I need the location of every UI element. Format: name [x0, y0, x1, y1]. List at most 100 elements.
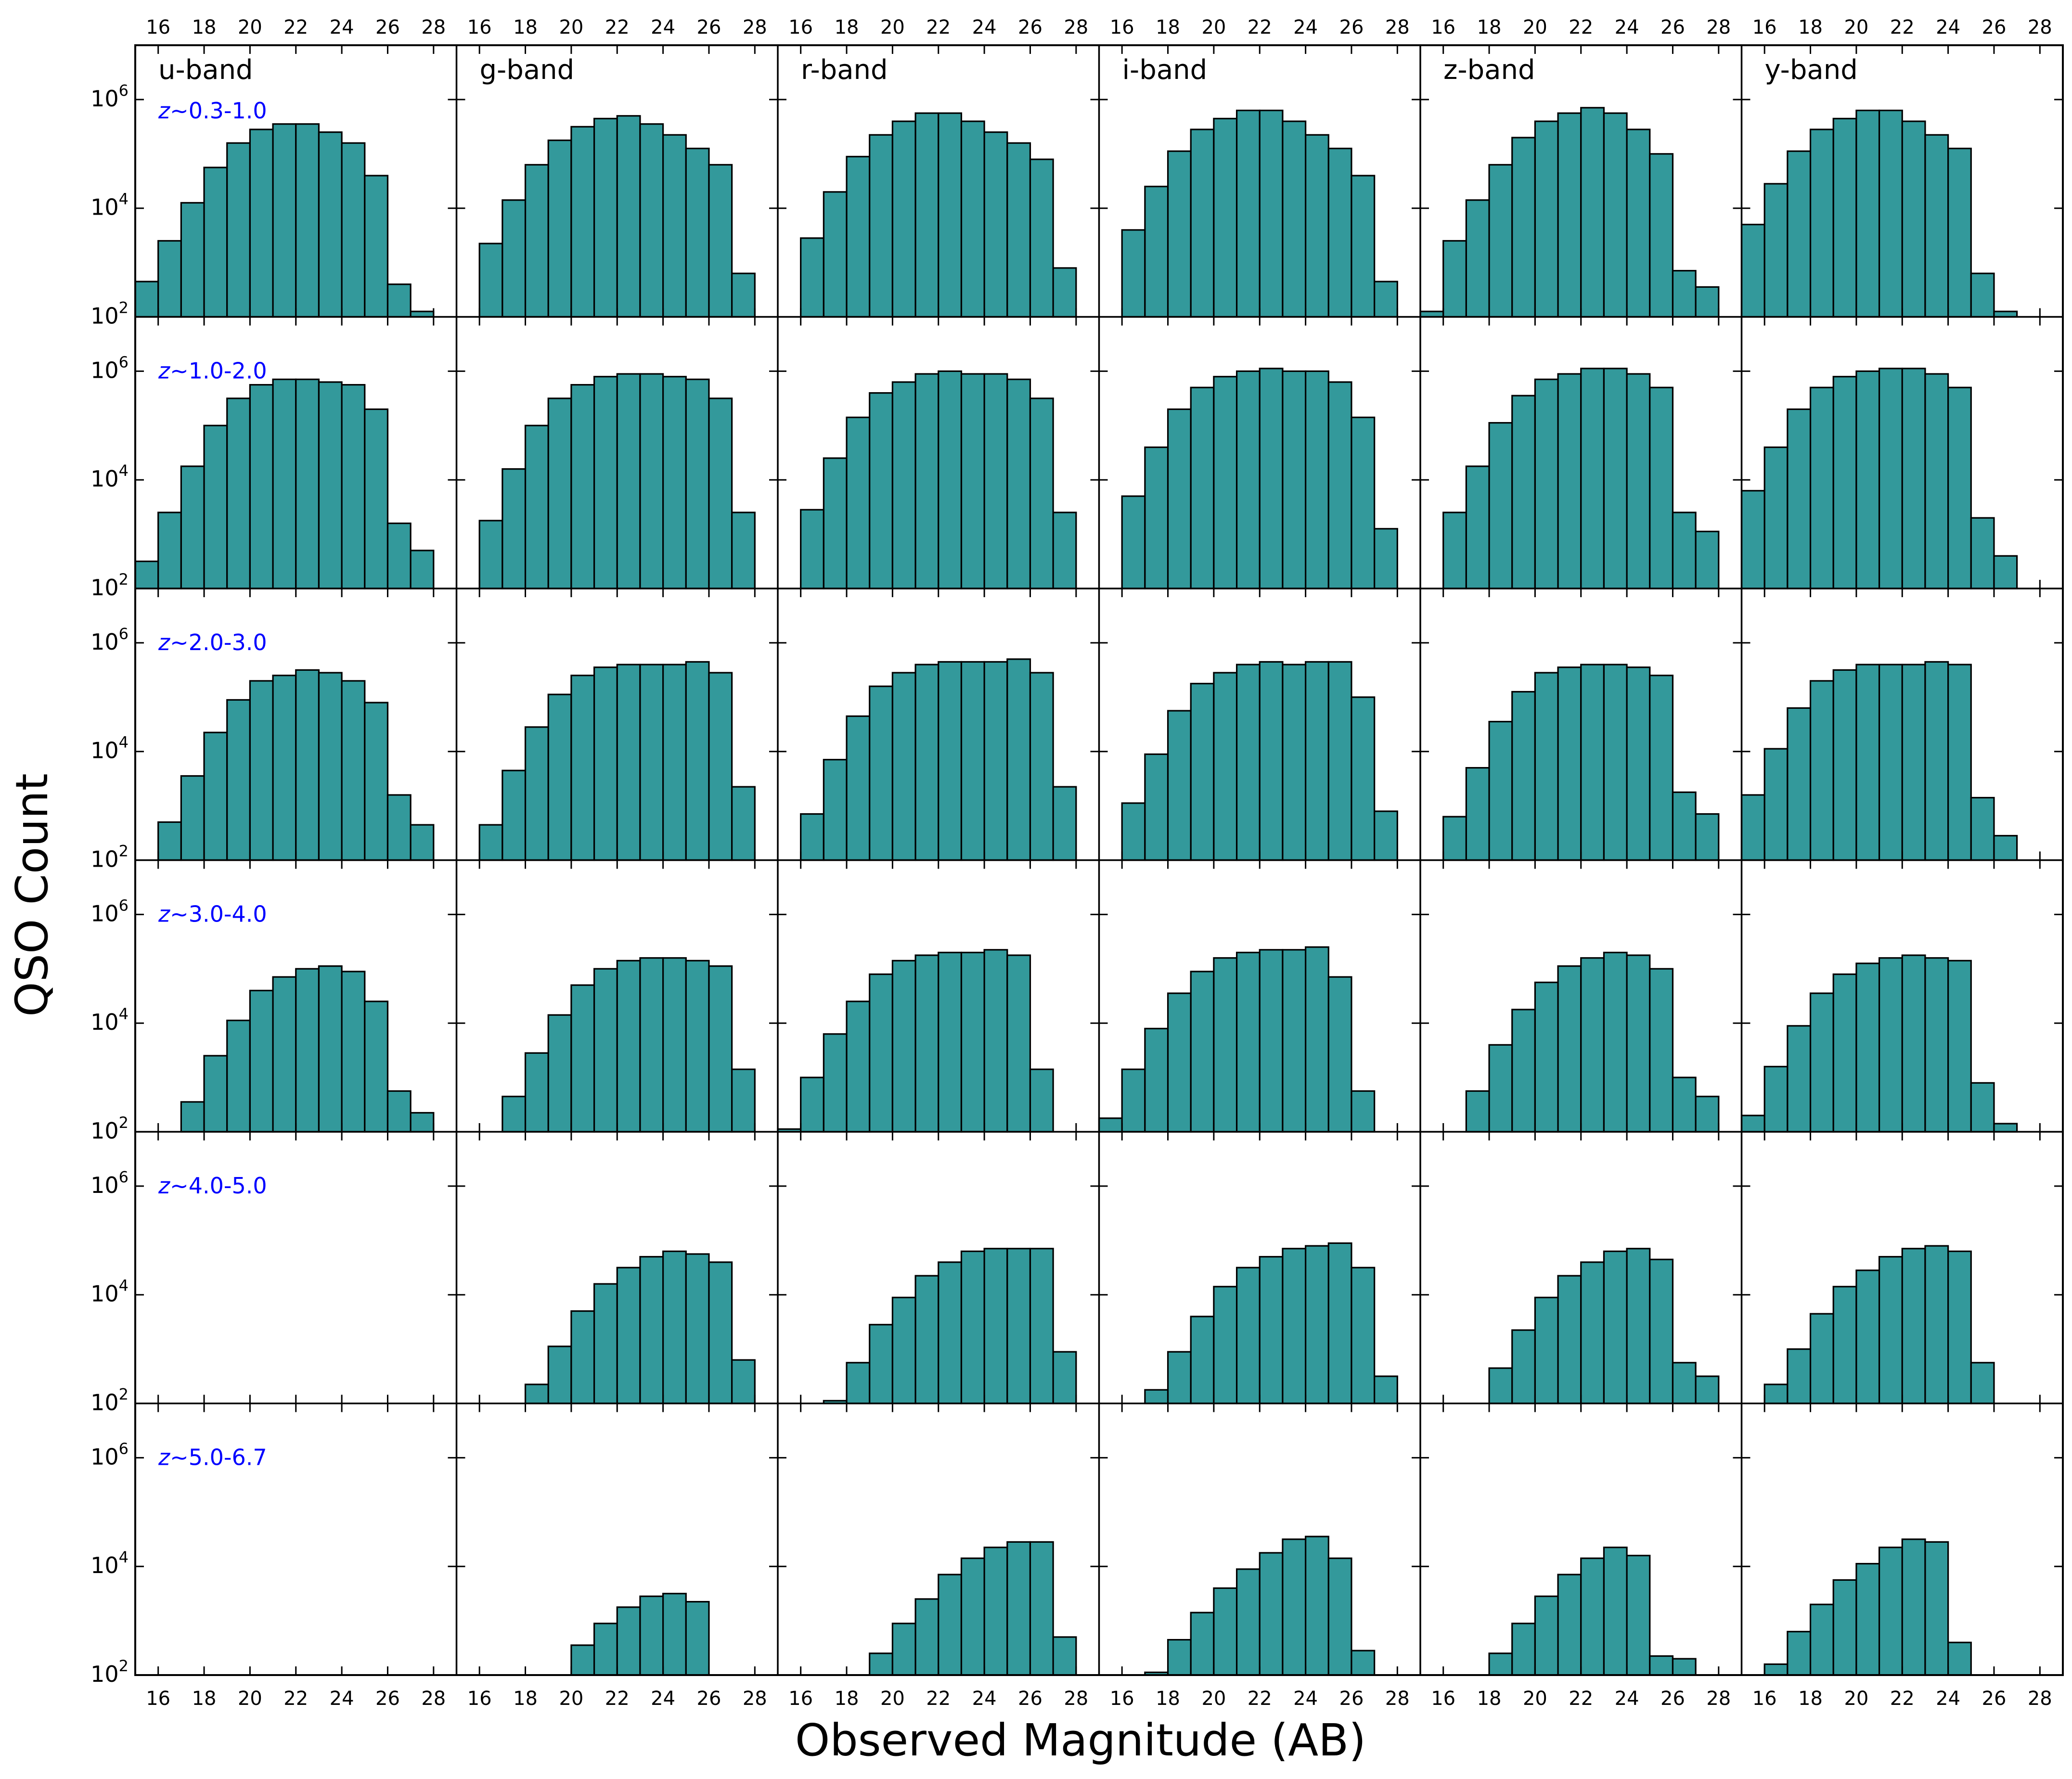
histogram-bar: [938, 661, 963, 861]
histogram-bar: [1190, 682, 1215, 861]
histogram-bar: [869, 134, 893, 318]
histogram-bar: [960, 1557, 985, 1676]
histogram-bar: [846, 715, 871, 861]
histogram-bar: [616, 1606, 641, 1676]
histogram-bar: [249, 989, 274, 1133]
histogram-bar: [1878, 1547, 1903, 1676]
histogram-bar: [272, 675, 297, 861]
x-tick-label-top: 26: [1660, 16, 1685, 38]
histogram-bar: [1052, 267, 1077, 318]
histogram-bar: [157, 240, 182, 318]
histogram-bar: [708, 1261, 733, 1405]
histogram-bar: [823, 457, 848, 589]
histogram-bar: [800, 237, 824, 318]
x-tick-label-bottom: 28: [1385, 1688, 1410, 1710]
histogram-bar: [1327, 1242, 1352, 1405]
histogram-bar: [1580, 107, 1605, 318]
redshift-symbol: z: [158, 358, 170, 384]
histogram-bar: [524, 726, 549, 861]
panel-i-band-row-3: [1121, 661, 1398, 861]
histogram-bar: [960, 373, 985, 589]
histogram-bar: [938, 1574, 963, 1676]
histogram-bar: [502, 1096, 527, 1133]
histogram-bar: [914, 112, 939, 318]
histogram-bar: [524, 164, 549, 318]
histogram-bar: [1282, 1538, 1307, 1676]
y-tick-exponent: 2: [119, 299, 129, 317]
y-tick-exponent: 2: [119, 1113, 129, 1132]
redshift-symbol: z: [158, 98, 170, 124]
histogram-bar: [547, 397, 572, 589]
histogram-bar: [1787, 1348, 1812, 1405]
y-tick-exponent: 6: [119, 1439, 129, 1458]
x-tick-label-bottom: 26: [1982, 1688, 2007, 1710]
histogram-bar: [1305, 946, 1329, 1133]
x-tick-label-top: 18: [1477, 16, 1502, 38]
band-label: i-band: [1122, 54, 1208, 86]
histogram-bar: [914, 954, 939, 1133]
x-tick-label-bottom: 26: [1339, 1688, 1364, 1710]
histogram-bar: [341, 971, 366, 1133]
x-tick-label-top: 28: [421, 16, 446, 38]
histogram-bar: [1213, 957, 1238, 1133]
histogram-bar: [1488, 721, 1513, 861]
y-tick-base: 10: [90, 1661, 119, 1687]
histogram-bar: [1305, 1536, 1329, 1676]
x-tick-label-bottom: 28: [421, 1688, 446, 1710]
histogram-bar: [685, 147, 710, 318]
histogram-bar: [1557, 1275, 1582, 1405]
histogram-bar: [478, 243, 503, 318]
y-tick-base: 10: [90, 1390, 119, 1416]
histogram-bar: [1534, 378, 1559, 589]
x-tick-label-top: 28: [1706, 16, 1731, 38]
histogram-bar: [1259, 1256, 1284, 1405]
histogram-bar: [1993, 555, 2018, 589]
histogram-bar: [1901, 1538, 1926, 1676]
x-tick-label-bottom: 18: [1156, 1688, 1180, 1710]
histogram-bar: [593, 666, 618, 861]
histogram-bar: [1740, 490, 1765, 589]
panel-r-band-row-5: [823, 1248, 1077, 1405]
x-tick-label-top: 24: [651, 16, 675, 38]
histogram-bar: [318, 381, 343, 589]
x-tick-label-bottom: 16: [467, 1688, 492, 1710]
histogram-bar: [1947, 960, 1972, 1133]
histogram-bar: [1374, 528, 1398, 589]
x-tick-label-top: 22: [1248, 16, 1272, 38]
histogram-bar: [1695, 286, 1720, 318]
x-tick-label-bottom: 18: [1477, 1688, 1502, 1710]
histogram-bar: [800, 1076, 824, 1133]
histogram-bar: [938, 370, 963, 589]
band-label: r-band: [801, 54, 888, 86]
histogram-bar: [1465, 1090, 1490, 1133]
y-tick-exponent: 6: [119, 1168, 129, 1186]
histogram-bar: [1809, 1313, 1834, 1405]
histogram-bar: [1855, 370, 1880, 589]
histogram-bar: [180, 465, 205, 589]
histogram-bar: [1282, 664, 1307, 861]
histogram-bar: [846, 416, 871, 589]
histogram-bar: [1809, 386, 1834, 589]
histogram-bar: [593, 1623, 618, 1676]
redshift-label: z~0.3-1.0: [158, 98, 267, 124]
histogram-bar: [1006, 378, 1031, 589]
histogram-bar: [1763, 446, 1789, 589]
x-tick-label-bottom: 18: [513, 1688, 538, 1710]
histogram-bar: [1488, 422, 1513, 589]
histogram-bar: [1626, 128, 1651, 318]
histogram-bar: [1603, 1547, 1628, 1676]
histogram-bar: [570, 1644, 595, 1676]
x-tick-label-bottom: 22: [1248, 1688, 1272, 1710]
histogram-bar: [1327, 147, 1352, 318]
histogram-bar: [570, 984, 595, 1133]
histogram-bar: [846, 1362, 871, 1405]
histogram-bar: [1052, 1636, 1077, 1676]
histogram-bar: [1832, 117, 1857, 318]
histogram-bar: [1488, 1367, 1513, 1405]
y-tick-exponent: 2: [119, 570, 129, 589]
histogram-bar: [1144, 185, 1169, 318]
histogram-bar: [662, 1250, 687, 1405]
histogram-bar: [1924, 373, 1949, 589]
histogram-bar: [662, 376, 687, 589]
histogram-bar: [1534, 1595, 1559, 1676]
